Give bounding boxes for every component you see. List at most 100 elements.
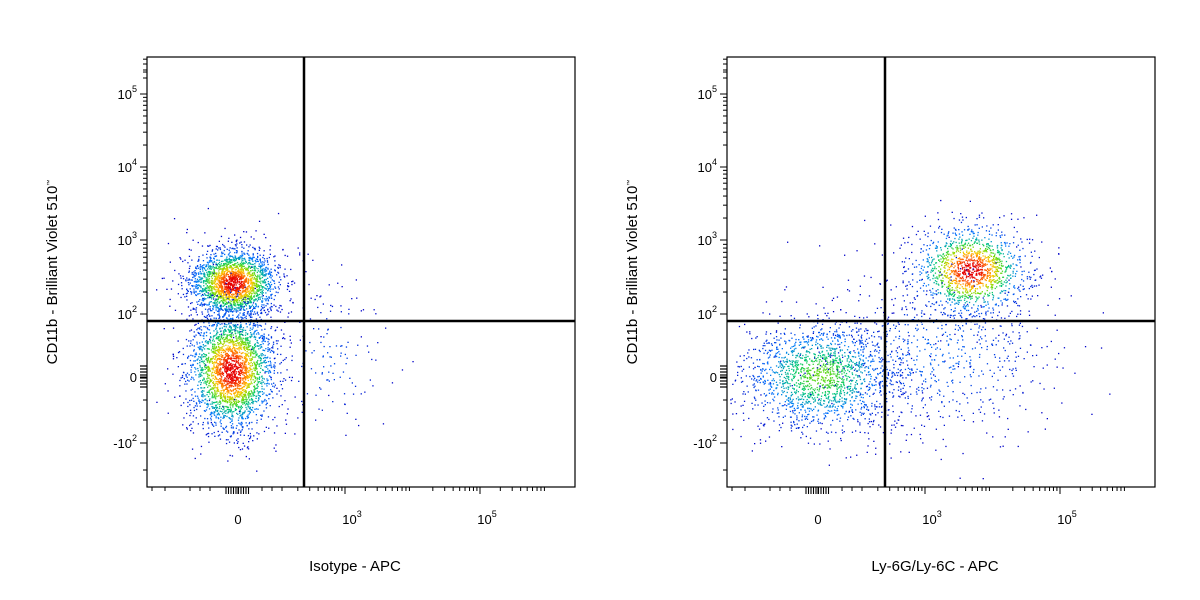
event-dot xyxy=(221,255,223,257)
event-dot xyxy=(233,371,235,373)
event-dot xyxy=(247,280,250,282)
event-dot xyxy=(260,282,262,284)
event-dot xyxy=(226,369,228,372)
event-dot xyxy=(263,340,265,342)
event-dot xyxy=(290,311,293,313)
event-dot xyxy=(218,374,221,376)
event-dot xyxy=(240,273,243,276)
event-dot xyxy=(231,289,233,291)
event-dot xyxy=(251,409,253,411)
event-dot xyxy=(328,380,330,382)
event-dot xyxy=(198,273,200,275)
event-dot xyxy=(228,380,230,383)
event-dot xyxy=(242,398,244,400)
event-dot xyxy=(212,375,214,377)
event-dot xyxy=(230,278,233,280)
event-dot xyxy=(255,395,257,397)
event-dot xyxy=(245,296,247,298)
event-dot xyxy=(213,324,215,326)
event-dot xyxy=(250,312,252,314)
event-dot xyxy=(215,262,217,264)
event-dot xyxy=(212,356,214,358)
event-dot xyxy=(216,369,218,372)
event-dot xyxy=(267,382,269,384)
event-dot xyxy=(255,295,258,297)
event-dot xyxy=(231,384,233,387)
event-dot xyxy=(226,248,228,250)
event-dot xyxy=(247,347,249,349)
event-dot xyxy=(258,398,260,400)
event-dot xyxy=(193,288,195,290)
event-dot xyxy=(228,288,231,290)
event-dot xyxy=(235,372,237,375)
event-dot xyxy=(369,379,371,381)
event-dot xyxy=(230,363,232,365)
event-dot xyxy=(224,333,226,335)
event-dot xyxy=(229,325,231,327)
event-dot xyxy=(290,268,292,271)
event-dot xyxy=(235,291,237,294)
event-dot xyxy=(231,401,233,404)
event-dot xyxy=(239,286,241,288)
event-dot xyxy=(240,323,242,326)
event-dot xyxy=(216,365,218,367)
event-dot xyxy=(242,308,245,310)
event-dot xyxy=(213,312,215,314)
event-dot xyxy=(201,277,204,279)
event-dot xyxy=(231,299,233,301)
event-dot xyxy=(253,295,255,297)
event-dot xyxy=(251,269,254,271)
event-dot xyxy=(234,289,236,291)
event-dot xyxy=(221,288,223,290)
event-dot xyxy=(217,345,220,347)
event-dot xyxy=(234,384,236,386)
event-dot xyxy=(254,263,256,265)
event-dot xyxy=(250,258,253,260)
event-dot xyxy=(191,376,193,378)
event-dot xyxy=(258,433,260,435)
event-dot xyxy=(191,285,193,287)
event-dot xyxy=(182,260,184,263)
event-dot xyxy=(180,282,183,284)
event-dot xyxy=(204,395,206,397)
event-dot xyxy=(241,281,243,283)
event-dot xyxy=(248,342,250,344)
event-dot xyxy=(250,294,252,297)
event-dot xyxy=(244,284,246,287)
event-dot xyxy=(219,248,222,251)
event-dot xyxy=(241,262,243,264)
event-dot xyxy=(236,243,238,245)
event-dot xyxy=(207,386,209,388)
event-dot xyxy=(210,417,212,419)
event-dot xyxy=(227,334,229,336)
event-dot xyxy=(251,372,253,374)
event-dot xyxy=(216,267,218,270)
event-dot xyxy=(248,458,250,460)
event-dot xyxy=(272,345,274,347)
event-dot xyxy=(239,362,241,364)
event-dot xyxy=(217,367,219,369)
event-dot xyxy=(258,289,260,292)
event-dot xyxy=(219,358,221,360)
event-dot xyxy=(232,273,234,275)
event-dot xyxy=(206,380,208,382)
event-dot xyxy=(276,326,278,328)
event-dot xyxy=(228,270,230,272)
event-dot xyxy=(305,271,307,273)
event-dot xyxy=(249,279,252,281)
event-dot xyxy=(221,291,223,293)
event-dot xyxy=(275,291,277,293)
event-dot xyxy=(222,409,224,411)
event-dot xyxy=(244,411,246,413)
event-dot xyxy=(250,376,252,378)
event-dot xyxy=(212,424,214,426)
event-dot xyxy=(191,291,193,293)
event-dot xyxy=(234,296,236,298)
event-dot xyxy=(263,250,265,252)
event-dot xyxy=(215,422,217,424)
event-dot xyxy=(252,348,254,350)
event-dot xyxy=(261,296,263,298)
event-dot xyxy=(231,365,234,367)
event-dot xyxy=(241,259,243,261)
event-dot xyxy=(217,284,219,286)
